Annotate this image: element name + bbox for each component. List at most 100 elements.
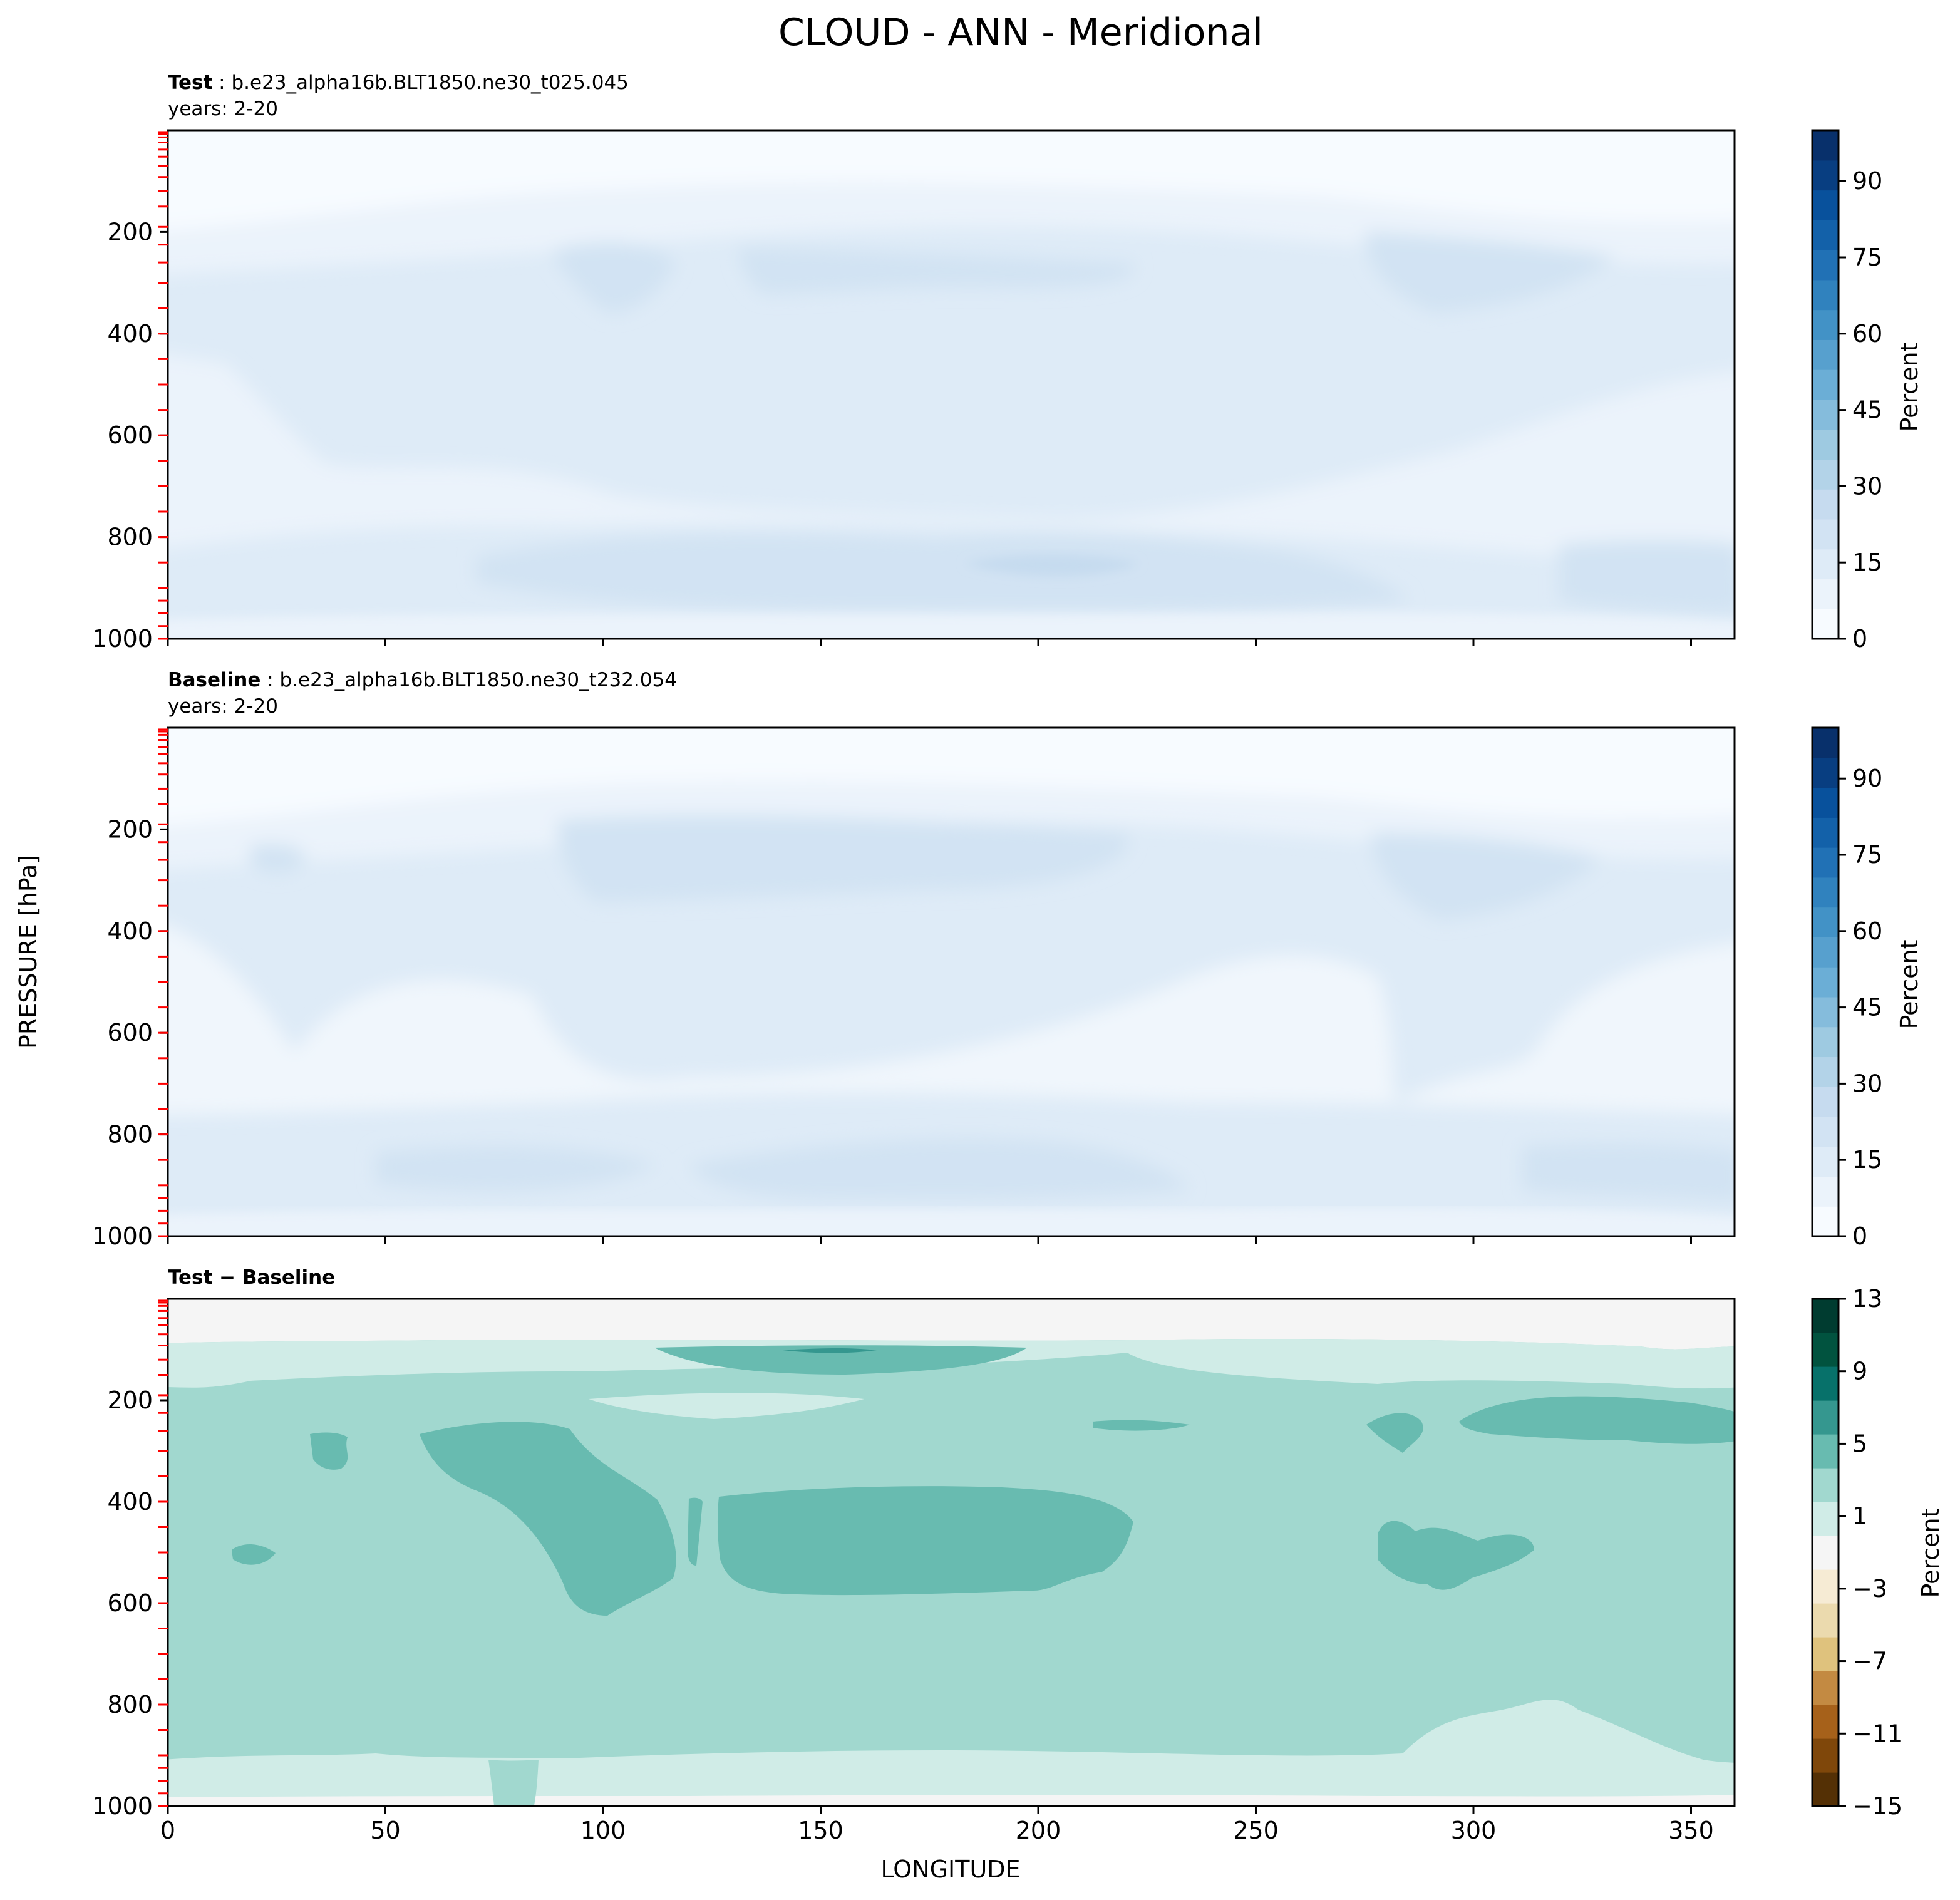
panel-test-label-bold: Test bbox=[168, 71, 213, 94]
panel-baseline-label-bold: Baseline bbox=[168, 669, 260, 691]
test-region-midlevel-clear bbox=[168, 354, 1735, 569]
colorbar-segment bbox=[1812, 1705, 1839, 1739]
panel-baseline-label: Baseline : b.e23_alpha16b.BLT1850.ne30_t… bbox=[168, 669, 677, 691]
colorbar-segment bbox=[1812, 1637, 1839, 1671]
colorbar-segment bbox=[1812, 907, 1839, 937]
colorbar-segment bbox=[1812, 579, 1839, 609]
colorbar-segment bbox=[1812, 1026, 1839, 1058]
diff-region-jet-increase bbox=[654, 1345, 1027, 1375]
diff-region-dateline-increase bbox=[717, 1486, 1133, 1596]
panel-test: Test : b.e23_alpha16b.BLT1850.ne30_t025.… bbox=[92, 71, 1923, 653]
panel-diff: Test − Baseline 200 400 600 800 1000 0 50 100 1… bbox=[92, 1266, 1944, 1844]
diff-region-surface-neutral bbox=[168, 1795, 1735, 1806]
panel-test-x-axis bbox=[167, 639, 1692, 646]
diff-region-east-increase-b bbox=[1366, 1413, 1423, 1453]
colorbar-segment bbox=[1812, 787, 1839, 818]
colorbar-segment bbox=[1812, 1400, 1839, 1435]
colorbar-tick-label: 75 bbox=[1852, 244, 1882, 271]
diff-region-east-increase-a bbox=[1093, 1420, 1190, 1431]
colorbar-segment bbox=[1812, 937, 1839, 968]
diff-region-west-increase-a bbox=[310, 1432, 348, 1470]
baseline-region-upper-transition bbox=[168, 781, 1735, 869]
colorbar-segment bbox=[1812, 1299, 1839, 1333]
y-tick-label: 600 bbox=[107, 421, 153, 449]
colorbar-tick-label: 15 bbox=[1852, 549, 1882, 576]
colorbar-segment bbox=[1812, 369, 1839, 400]
colorbar-segment bbox=[1812, 519, 1839, 550]
test-region-stratosphere bbox=[168, 130, 1735, 230]
test-region-lower-cloud bbox=[476, 533, 1409, 611]
y-tick-label: 600 bbox=[107, 1589, 153, 1617]
colorbar-segment bbox=[1812, 1434, 1839, 1469]
colorbar-segment bbox=[1812, 160, 1839, 191]
diff-region-top-neutral bbox=[168, 1299, 1735, 1350]
colorbar-segment bbox=[1812, 399, 1839, 430]
x-tick-label: 0 bbox=[160, 1817, 175, 1844]
colorbar-segment bbox=[1812, 1536, 1839, 1570]
colorbar-tick-label: 45 bbox=[1852, 396, 1882, 424]
panel-diff-field bbox=[168, 1299, 1735, 1806]
test-region-upper-cloud-a bbox=[551, 242, 676, 313]
panel-test-label-case: : b.e23_alpha16b.BLT1850.ne30_t025.045 bbox=[212, 71, 629, 94]
diff-region-south-light bbox=[168, 1700, 1735, 1806]
colorbar-segment bbox=[1812, 549, 1839, 580]
baseline-region-midlevel-clear bbox=[168, 926, 1735, 1115]
x-tick-label: 250 bbox=[1233, 1817, 1279, 1844]
colorbar-frame bbox=[1811, 1298, 1840, 1807]
colorbar-segment bbox=[1812, 250, 1839, 281]
y-tick-label: 400 bbox=[107, 1488, 153, 1515]
colorbar-segment bbox=[1812, 1502, 1839, 1536]
colorbar-tick-label: 0 bbox=[1852, 1222, 1867, 1250]
colorbar-tick-label: 5 bbox=[1852, 1430, 1867, 1457]
panel-diff-label: Test − Baseline bbox=[168, 1266, 335, 1289]
colorbar-segment bbox=[1812, 877, 1839, 908]
colorbar-segment bbox=[1812, 1206, 1839, 1237]
y-tick-label: 400 bbox=[107, 917, 153, 945]
colorbar-segment bbox=[1812, 1671, 1839, 1705]
diff-region-jet-core bbox=[783, 1348, 877, 1353]
test-region-lower-cloud-east bbox=[1559, 540, 1735, 614]
y-tick-label: 1000 bbox=[92, 1792, 153, 1820]
baseline-region-near-surface bbox=[168, 1207, 1735, 1236]
x-tick-label: 100 bbox=[580, 1817, 626, 1844]
baseline-region-upper-cloud-b bbox=[1371, 833, 1603, 921]
colorbar-segment bbox=[1812, 1176, 1839, 1207]
y-tick-label: 200 bbox=[107, 815, 153, 843]
y-tick-label: 800 bbox=[107, 1691, 153, 1718]
baseline-region-lower-cloud-west bbox=[376, 1145, 658, 1192]
colorbar-segment bbox=[1812, 1146, 1839, 1177]
colorbar-segment bbox=[1812, 489, 1839, 520]
colorbar-segment bbox=[1812, 728, 1839, 758]
panel-diff-x-axis: 0 50 100 150 200 250 300 350 bbox=[160, 1806, 1714, 1844]
colorbar-segment bbox=[1812, 1738, 1839, 1773]
panel-baseline-colorbar-label: Percent bbox=[1896, 940, 1923, 1030]
colorbar-tick-label: 90 bbox=[1852, 167, 1882, 195]
colorbar-tick-label: 30 bbox=[1852, 472, 1882, 500]
colorbar-segment bbox=[1812, 429, 1839, 460]
colorbar-segment bbox=[1812, 1366, 1839, 1401]
y-tick-label: 200 bbox=[107, 1386, 153, 1414]
colorbar-tick-label: 60 bbox=[1852, 320, 1882, 348]
colorbar-segment bbox=[1812, 1056, 1839, 1087]
colorbar-tick-label: 90 bbox=[1852, 765, 1882, 792]
baseline-region-lower-cloud bbox=[689, 1138, 1190, 1200]
colorbar-segment bbox=[1812, 609, 1839, 639]
colorbar-segment bbox=[1812, 130, 1839, 161]
panel-test-field bbox=[168, 130, 1735, 639]
colorbar-tick-label: 9 bbox=[1852, 1358, 1867, 1385]
x-tick-label: 300 bbox=[1451, 1817, 1497, 1844]
diff-region-upper-light-patch bbox=[589, 1393, 864, 1419]
colorbar-segment bbox=[1812, 279, 1839, 311]
colorbar-segment bbox=[1812, 996, 1839, 1028]
panel-baseline-field bbox=[168, 728, 1735, 1236]
diff-region-east-increase-d bbox=[1378, 1521, 1534, 1590]
colorbar-segment bbox=[1812, 1116, 1839, 1147]
colorbar-segment bbox=[1812, 1468, 1839, 1502]
colorbar-tick-label: 13 bbox=[1852, 1285, 1882, 1313]
y-tick-label: 800 bbox=[107, 524, 153, 551]
colorbar-tick-label: −7 bbox=[1852, 1648, 1887, 1675]
colorbar-segment bbox=[1812, 967, 1839, 998]
panel-test-red-level-ticks bbox=[158, 131, 168, 640]
colorbar-segment bbox=[1812, 220, 1839, 250]
baseline-region-stratosphere bbox=[168, 728, 1735, 825]
